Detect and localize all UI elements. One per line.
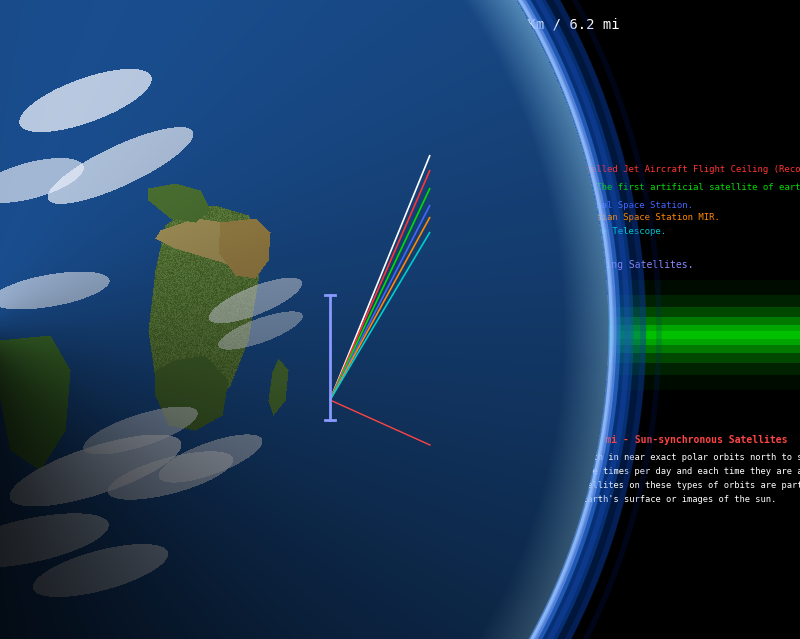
Bar [330,295,800,375]
Text: These satellites orbit the Earth in near exact polar orbits north to south.: These satellites orbit the Earth in near… [435,452,800,461]
Text: They cross the equator multiple times per day and each time they are at the same: They cross the equator multiple times pe… [435,466,800,475]
Text: 600 - 800 km / 372.8 - 497.1 mi - Sun-synchronous Satellites: 600 - 800 km / 372.8 - 497.1 mi - Sun-sy… [435,435,787,445]
Text: 0 km / mi - Sea Level.: 0 km / mi - Sea Level. [435,150,564,160]
Text: [435 - 1056 mi]: [435 - 1056 mi] [435,273,523,283]
Text: with respect to the sun.  Satellites on these types of orbits are particularly u: with respect to the sun. Satellites on t… [435,481,800,489]
Circle shape [0,0,646,639]
Bar [330,325,800,345]
Text: MEO Zone
(Medium Earth Orbit): MEO Zone (Medium Earth Orbit) [450,344,575,366]
Circle shape [0,0,634,639]
Bar [330,317,800,353]
Text: LEO Zone
(Low Earth
Orbit): LEO Zone (Low Earth Orbit) [308,339,366,372]
Text: Earth Radius 6378 Km / 3963 mi: Earth Radius 6378 Km / 3963 mi [18,325,221,335]
Text: for capturing images of the Earth's surface or images of the sun.: for capturing images of the Earth's surf… [435,495,776,504]
Text: 2000 Km / 1243.7 mi: 2000 Km / 1243.7 mi [435,385,546,395]
Text: 595 km / 369.7 mi - Hubble Space Telescope.: 595 km / 369.7 mi - Hubble Space Telesco… [435,227,666,236]
Bar [330,331,800,339]
Circle shape [0,0,608,639]
Circle shape [0,0,621,639]
Text: 2000 Km / 1243.7 mi: 2000 Km / 1243.7 mi [220,72,332,82]
Text: 340 km / 211.3 mi - International Space Station.: 340 km / 211.3 mi - International Space … [435,201,693,210]
Text: [700 - 1700 km] - Polar Orbiting Satellites.: [700 - 1700 km] - Polar Orbiting Satelli… [435,260,694,270]
Bar [330,280,800,390]
Text: 215 km / 133.6 mi - Sputnik-1 The first artificial satellite of earth.: 215 km / 133.6 mi - Sputnik-1 The first … [435,183,800,192]
Bar [330,307,800,363]
Text: Scale: 1 Pixel = 10 Km / 6.2 mi: Scale: 1 Pixel = 10 Km / 6.2 mi [360,18,620,32]
Text: 37.6 km / 23.4 mi - Self Propelled Jet Aircraft Flight Ceiling (Record Set in 19: 37.6 km / 23.4 mi - Self Propelled Jet A… [435,166,800,174]
Text: 390 km / 242.3 mi - Former Russian Space Station MIR.: 390 km / 242.3 mi - Former Russian Space… [435,213,720,222]
